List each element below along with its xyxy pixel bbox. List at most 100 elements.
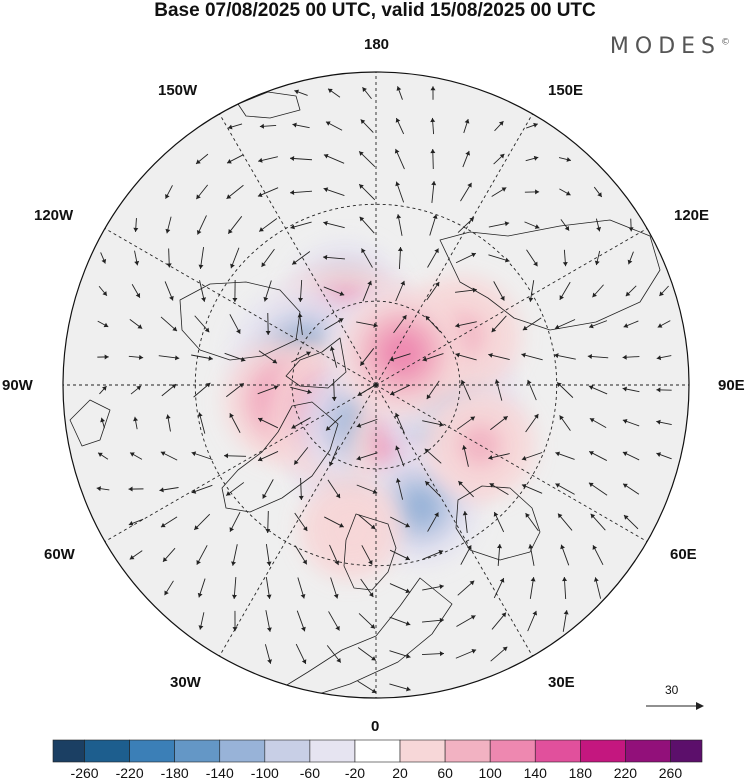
wind-vector	[158, 355, 180, 361]
wind-vector-head	[555, 483, 561, 488]
wind-vector-head	[397, 247, 403, 252]
wind-vector-head	[422, 356, 428, 362]
wind-vector	[562, 249, 568, 267]
wind-vector-head	[130, 452, 135, 457]
wind-vector-head	[426, 394, 432, 400]
wind-vector-head	[102, 386, 107, 391]
wind-vector	[130, 385, 142, 395]
wind-vector-head	[467, 545, 472, 551]
wind-vector-head	[501, 187, 507, 192]
wind-vector-head	[491, 327, 497, 333]
wind-vector	[99, 385, 107, 395]
wind-vector	[628, 218, 634, 232]
wind-vector-head	[460, 379, 466, 385]
wind-vector-head	[566, 157, 571, 162]
wind-vector	[456, 615, 476, 627]
wind-vector-head	[323, 153, 329, 159]
wind-vector-head	[359, 216, 365, 222]
modes-logo: MODES©	[610, 34, 730, 59]
wind-vector-head	[159, 487, 164, 493]
wind-vector	[197, 578, 206, 598]
wind-vector-head	[405, 555, 410, 561]
map-boundary	[62, 71, 690, 699]
wind-vector	[191, 484, 213, 494]
wind-vector	[362, 86, 372, 100]
wind-vector	[359, 216, 375, 234]
wind-vector-head	[589, 323, 594, 329]
wind-vector	[294, 545, 308, 565]
wind-vector	[226, 154, 244, 164]
wind-vector	[592, 544, 604, 566]
wind-vector-head	[290, 224, 295, 230]
wind-vector	[356, 321, 378, 328]
wind-vector-head	[160, 451, 166, 456]
wind-vector	[356, 418, 378, 428]
wind-vector-head	[133, 416, 139, 422]
wind-vector-head	[405, 522, 410, 528]
colorbar-swatch-13	[625, 739, 671, 763]
wind-vector	[394, 148, 405, 170]
wind-vector	[328, 445, 339, 467]
wind-vector	[429, 214, 438, 236]
wind-vector-head	[294, 459, 299, 465]
wind-vector-head	[424, 448, 430, 454]
wind-vector	[290, 386, 312, 395]
wind-vector	[427, 512, 439, 532]
wind-vector-head	[623, 323, 629, 328]
wind-vector-head	[535, 189, 540, 195]
label-0: 0	[371, 718, 380, 735]
wind-vector	[198, 247, 205, 269]
wind-vector-head	[590, 513, 596, 519]
wind-vector-head	[530, 577, 536, 582]
graticule	[63, 72, 689, 698]
meridian	[375, 384, 648, 542]
wind-vector	[361, 545, 373, 565]
wind-vector-head	[469, 580, 475, 586]
anomaly-center	[398, 484, 443, 529]
wind-vector	[588, 482, 608, 496]
wind-vector	[462, 445, 469, 467]
wind-vector-head	[563, 610, 569, 615]
coastline-5	[439, 219, 661, 331]
wind-vector	[229, 413, 241, 433]
wind-vector	[559, 281, 571, 301]
wind-vector	[357, 680, 377, 694]
wind-vector-head	[394, 412, 400, 418]
wind-vector-head	[298, 495, 304, 500]
wind-vector	[97, 354, 109, 360]
wind-vector-head	[438, 550, 444, 555]
wind-vector-head	[356, 455, 362, 461]
wind-vector-head	[554, 353, 559, 359]
label-150e: 150E	[548, 82, 584, 99]
wind-vector-head	[98, 452, 103, 458]
wind-vector	[232, 279, 238, 303]
wind-vector	[298, 477, 304, 501]
wind-vector-head	[226, 491, 231, 496]
wind-vector-head	[656, 419, 661, 425]
wind-vector	[489, 482, 509, 496]
meridian	[219, 384, 377, 657]
wind-vector	[421, 651, 445, 657]
wind-vector	[559, 188, 571, 196]
wind-vector	[357, 383, 377, 397]
wind-vector	[128, 518, 144, 526]
wind-vector	[462, 511, 468, 533]
wind-vector	[160, 516, 178, 528]
wind-vector	[457, 580, 475, 596]
wind-vector	[557, 513, 573, 531]
wind-vector-head	[396, 214, 402, 219]
wind-vector	[232, 610, 238, 632]
wind-vector	[522, 317, 542, 331]
wind-vector	[395, 117, 405, 135]
wind-vector	[134, 250, 140, 266]
wind-vector-head	[262, 493, 267, 499]
wind-vector-head	[329, 346, 335, 351]
copyright-mark: ©	[721, 37, 730, 48]
wind-vector-head	[172, 326, 177, 332]
wind-vector-head	[497, 544, 503, 549]
wind-vector-head	[297, 313, 303, 318]
wind-vector	[265, 312, 271, 336]
wind-vector-head	[622, 419, 628, 424]
colorbar-swatch-14	[670, 739, 703, 763]
wind-vector-head	[469, 217, 474, 222]
